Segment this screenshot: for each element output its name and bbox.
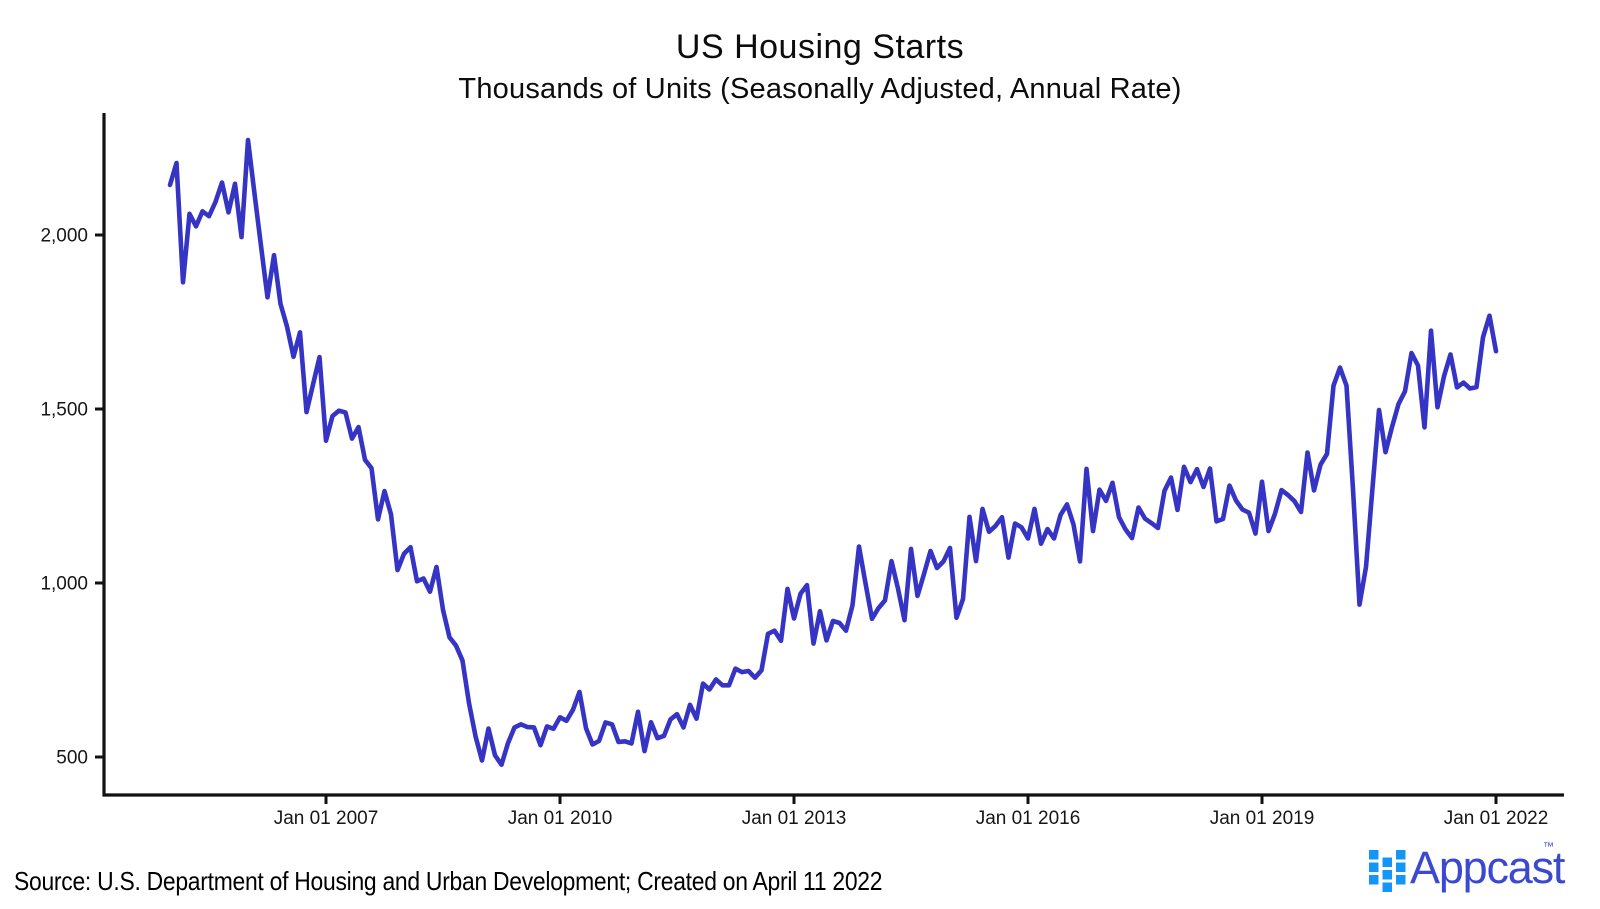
y-axis-tick-label: 1,000	[40, 574, 88, 595]
logo-square	[1369, 875, 1379, 885]
chart-subtitle: Thousands of Units (Seasonally Adjusted,…	[458, 73, 1182, 105]
logo-square	[1396, 875, 1406, 885]
logo-square	[1382, 857, 1392, 867]
x-axis-tick-label: Jan 01 2007	[274, 808, 379, 829]
x-axis-tick-label: Jan 01 2013	[742, 808, 847, 829]
logo-square	[1396, 862, 1406, 872]
logo-square	[1382, 870, 1392, 880]
appcast-squares-icon	[1369, 850, 1406, 892]
appcast-logo-text: Appcast	[1410, 842, 1565, 893]
y-axis-tick-label: 500	[56, 748, 88, 769]
appcast-logo: Appcast ™	[1366, 841, 1586, 903]
source-note: Source: U.S. Department of Housing and U…	[14, 866, 883, 896]
trademark-symbol: ™	[1543, 841, 1554, 853]
x-axis-tick-label: Jan 01 2022	[1444, 808, 1549, 829]
logo-square	[1396, 850, 1406, 860]
y-axis-tick-label: 1,500	[40, 400, 88, 421]
axis-frame	[102, 113, 1564, 797]
x-axis-tick-label: Jan 01 2019	[1210, 808, 1315, 829]
logo-square	[1369, 850, 1379, 860]
logo-square	[1382, 882, 1392, 892]
x-axis-tick-label: Jan 01 2010	[508, 808, 613, 829]
logo-square	[1369, 862, 1379, 872]
y-axis-tick-label: 2,000	[40, 226, 88, 247]
chart-header: US Housing Starts Thousands of Units (Se…	[0, 30, 1600, 104]
x-axis-tick-label: Jan 01 2016	[976, 808, 1081, 829]
housing-starts-series-line	[167, 137, 1499, 768]
chart-title: US Housing Starts	[675, 28, 965, 66]
